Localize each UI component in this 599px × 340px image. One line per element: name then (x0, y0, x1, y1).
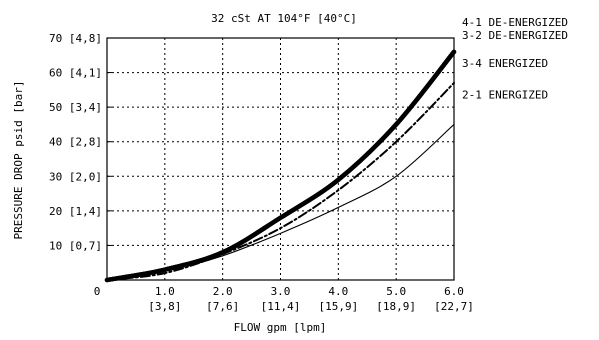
x-tick-label: 6.0 (444, 285, 464, 298)
x-axis-label: FLOW gpm [lpm] (234, 321, 327, 334)
y-axis-label: PRESSURE DROP psid [bar] (12, 81, 25, 240)
series-label-1: 4-1 DE-ENERGIZED (462, 16, 568, 29)
x-tick-sublabel: [22,7] (434, 300, 474, 313)
series-label-2: 3-2 DE-ENERGIZED (462, 29, 568, 42)
series-label-3: 3-4 ENERGIZED (462, 57, 548, 70)
chart-title: 32 cSt AT 104°F [40°C] (211, 12, 357, 25)
series-line-1 (104, 49, 457, 283)
x-tick-label: 1.0 (155, 285, 175, 298)
y-tick-label: 10 [0,7] (49, 239, 102, 252)
series-line-4 (106, 123, 455, 281)
x-tick-label: 0 (94, 285, 101, 298)
y-tick-label: 70 [4,8] (49, 32, 102, 45)
x-tick-label: 4.0 (328, 285, 348, 298)
y-tick-label: 20 [1,4] (49, 205, 102, 218)
x-tick-sublabel: [3,8] (148, 300, 181, 313)
grid (107, 38, 454, 280)
y-tick-label: 40 [2,8] (49, 136, 102, 149)
x-tick-sublabel: [15,9] (318, 300, 358, 313)
series-lines (104, 49, 457, 283)
series-label-4: 2-1 ENERGIZED (462, 88, 548, 101)
x-tick-label: 5.0 (386, 285, 406, 298)
y-tick-label: 30 [2,0] (49, 170, 102, 183)
x-axis-ticks: 0 1.0 [3,8] 2.0 [7,6] 3.0 [11,4] 4.0 [15,9] 5.0 [1… (94, 285, 474, 313)
series-line-3 (106, 81, 455, 281)
x-tick-label: 2.0 (213, 285, 233, 298)
x-tick-sublabel: [11,4] (261, 300, 301, 313)
y-tick-label: 60 [4,1] (49, 67, 102, 80)
plot-frame (106, 37, 455, 281)
x-tick-sublabel: [7,6] (206, 300, 239, 313)
y-axis-ticks: 10 [0,7] 20 [1,4] 30 [2,0] 40 [2,8] 50 [3,4]… (49, 32, 112, 252)
x-tick-label: 3.0 (271, 285, 291, 298)
x-tick-sublabel: [18,9] (376, 300, 416, 313)
y-tick-label: 50 [3,4] (49, 101, 102, 114)
series-line-2 (104, 49, 457, 283)
